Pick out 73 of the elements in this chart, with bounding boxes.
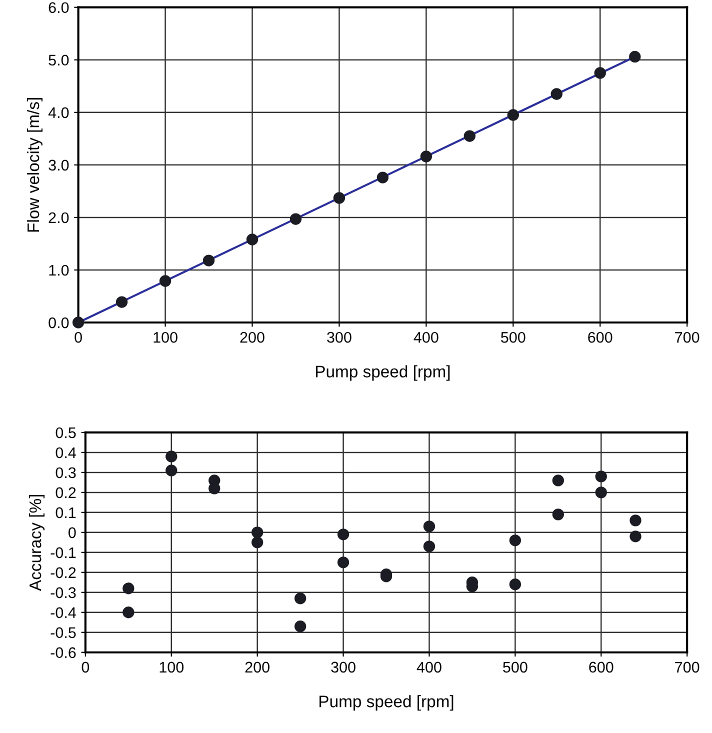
point xyxy=(116,296,128,308)
y-tick-label: -0.4 xyxy=(50,607,76,618)
y-tick-label: 0.0 xyxy=(48,317,69,328)
y-tick-label: 3.0 xyxy=(48,160,69,171)
point xyxy=(509,578,522,590)
point xyxy=(72,316,84,328)
y-axis-title: Flow velocity [m/s] xyxy=(26,98,42,232)
x-axis-title: Pump speed [rpm] xyxy=(320,695,454,711)
y-tick-label: -0.3 xyxy=(50,587,76,598)
point xyxy=(294,620,306,632)
point xyxy=(251,536,264,548)
y-tick-label: 0.2 xyxy=(56,487,76,498)
point xyxy=(376,172,389,184)
y-tick-label: -0.5 xyxy=(50,627,76,638)
point xyxy=(594,67,606,79)
point xyxy=(423,540,436,552)
point xyxy=(595,470,607,482)
y-tick-label: 0.5 xyxy=(56,427,76,438)
point xyxy=(509,534,522,546)
y-tick-label: -0.6 xyxy=(50,647,76,658)
point xyxy=(595,486,607,498)
point xyxy=(122,582,134,594)
y-tick-label: 0.4 xyxy=(56,447,76,458)
y-tick-label: 0 xyxy=(68,527,76,538)
x-axis-title: Pump speed [rpm] xyxy=(316,365,450,381)
x-tick-label: 200 xyxy=(245,662,270,673)
point xyxy=(552,474,564,486)
y-tick-label: -0.2 xyxy=(50,567,76,578)
point xyxy=(159,275,172,287)
point xyxy=(208,482,220,494)
point xyxy=(423,520,436,532)
x-tick-label: 700 xyxy=(675,662,700,673)
point xyxy=(333,192,346,204)
point xyxy=(552,508,564,520)
x-tick-label: 500 xyxy=(503,662,528,673)
x-tick-label: 600 xyxy=(589,662,614,673)
point xyxy=(202,254,215,266)
y-tick-label: 0.3 xyxy=(56,467,76,478)
point xyxy=(337,556,350,568)
point xyxy=(290,213,302,225)
x-tick-label: 200 xyxy=(240,332,264,343)
point xyxy=(420,150,432,162)
x-tick-label: 300 xyxy=(331,662,356,673)
point xyxy=(294,592,306,604)
x-tick-label: 600 xyxy=(588,332,612,343)
y-tick-label: 2.0 xyxy=(48,212,69,224)
point xyxy=(166,450,178,462)
y-tick-label: 0.1 xyxy=(56,507,76,518)
y-tick-label: -0.1 xyxy=(50,547,76,558)
x-tick-label: 400 xyxy=(414,332,438,343)
point xyxy=(630,530,642,542)
point xyxy=(122,606,134,618)
x-tick-label: 100 xyxy=(160,662,184,673)
x-tick-label: 700 xyxy=(675,332,700,343)
x-tick-label: 400 xyxy=(416,662,442,673)
y-axis-title: Accuracy [%] xyxy=(28,494,45,592)
point xyxy=(251,526,264,538)
y-tick-label: 5.0 xyxy=(48,54,69,66)
point xyxy=(507,109,519,121)
y-tick-label: 1.0 xyxy=(49,264,69,276)
point xyxy=(550,88,562,100)
y-tick-label: 6.0 xyxy=(48,2,69,14)
point xyxy=(246,234,258,246)
x-tick-label: 300 xyxy=(327,332,352,343)
point xyxy=(630,514,642,526)
x-tick-label: 100 xyxy=(154,332,178,343)
point xyxy=(166,464,178,476)
point xyxy=(337,528,350,540)
point xyxy=(464,130,476,142)
x-tick-label: 0 xyxy=(82,662,90,673)
y-tick-label: 4.0 xyxy=(48,107,69,118)
x-tick-label: 500 xyxy=(501,332,526,343)
point xyxy=(629,50,641,63)
